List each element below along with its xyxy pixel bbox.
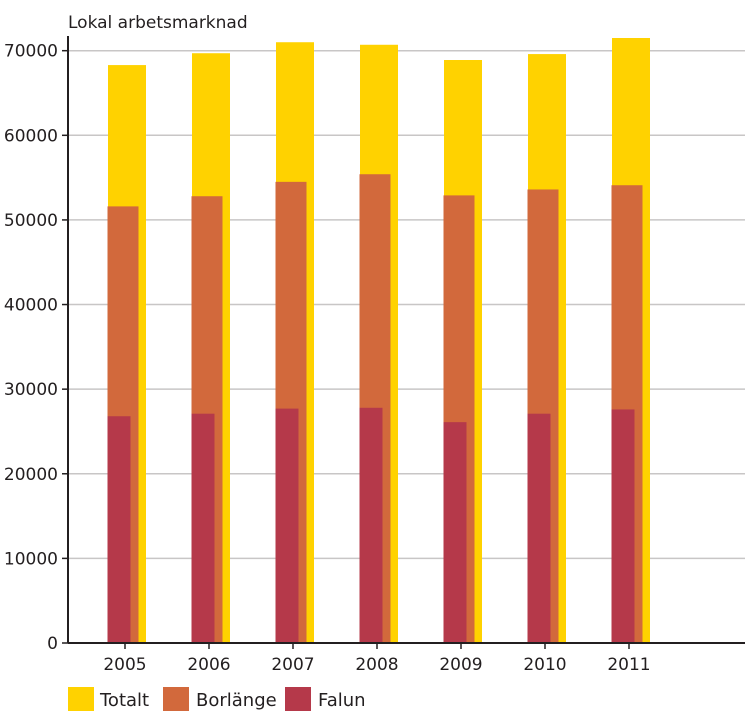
legend-swatch-totalt (68, 687, 94, 711)
y-tick-label: 70000 (4, 42, 58, 62)
y-tick-label: 60000 (4, 126, 58, 146)
chart-title: Lokal arbetsmarknad (68, 13, 248, 33)
bar-falun-2011 (611, 409, 635, 643)
legend-swatch-borl-nge (163, 687, 189, 711)
legend-label: Borlänge (196, 690, 277, 711)
y-tick-label: 10000 (4, 549, 58, 569)
legend-swatch-falun (285, 687, 311, 711)
axes: 0 10000 20000 30000 40000 50000 60000 70000 2005… (4, 36, 745, 675)
y-tick-label: 40000 (4, 296, 58, 316)
bar-falun-2008 (359, 407, 383, 643)
x-tick-label: 2007 (271, 655, 314, 675)
x-tick-label: 2006 (187, 655, 230, 675)
bar-falun-2009 (443, 422, 467, 643)
x-tick-label: 2008 (355, 655, 398, 675)
legend: Totalt Borlänge Falun (68, 687, 366, 711)
y-tick-label: 50000 (4, 211, 58, 231)
y-tick-label: 20000 (4, 465, 58, 485)
bar-falun-2005 (107, 416, 131, 643)
x-tick-label: 2011 (607, 655, 650, 675)
x-tick-label: 2005 (103, 655, 146, 675)
x-tick-label: 2010 (523, 655, 566, 675)
y-tick-label: 30000 (4, 380, 58, 400)
bar-falun-2006 (191, 413, 215, 643)
gridlines (68, 49, 745, 560)
legend-label: Falun (318, 690, 366, 711)
y-tick-label: 0 (47, 634, 58, 654)
bar-falun-2010 (527, 413, 551, 643)
x-tick-label: 2009 (439, 655, 482, 675)
bars (107, 38, 650, 644)
bar-falun-2007 (275, 408, 299, 643)
legend-label: Totalt (99, 690, 149, 711)
